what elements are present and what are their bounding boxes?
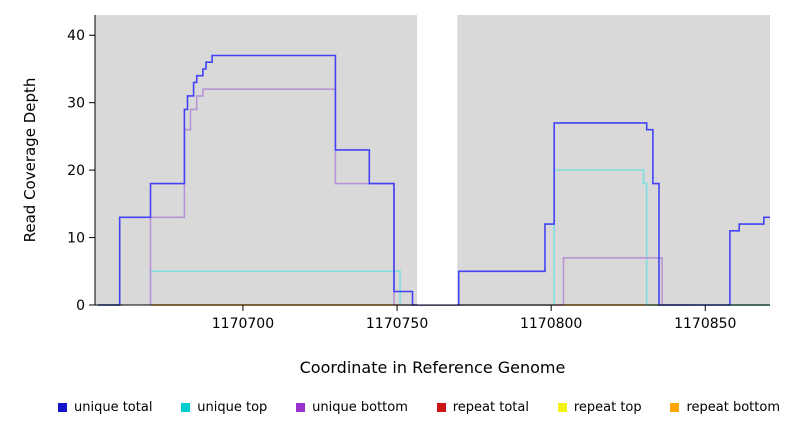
legend-item-unique-total: unique total — [58, 400, 152, 415]
legend-label: repeat bottom — [686, 400, 780, 415]
y-tick-label: 10 — [67, 231, 85, 247]
y-axis-title: Read Coverage Depth — [21, 77, 39, 243]
x-tick-label: 1170850 — [674, 316, 736, 332]
legend-label: repeat total — [452, 400, 529, 415]
x-tick-label: 1170750 — [366, 316, 428, 332]
series-unique-total — [98, 54, 770, 306]
legend-swatch-icon — [181, 403, 191, 412]
legend-item-unique-top: unique top — [181, 400, 267, 415]
legend-label: repeat top — [573, 400, 642, 415]
y-tick-label: 40 — [67, 28, 85, 44]
y-tick-label: 20 — [67, 163, 85, 179]
x-tick-label: 1170700 — [212, 316, 274, 332]
y-tick-label: 0 — [76, 298, 85, 314]
legend-label: unique total — [74, 400, 153, 415]
legend-swatch-icon — [436, 403, 446, 412]
legend-swatch-icon — [58, 403, 67, 412]
legend: unique total unique top unique bottom repea… — [0, 400, 792, 415]
legend-label: unique top — [197, 400, 268, 415]
legend-item-repeat-total: repeat total — [436, 400, 529, 415]
legend-swatch-icon — [557, 403, 567, 412]
legend-swatch-icon — [670, 403, 680, 412]
legend-swatch-icon — [296, 403, 306, 412]
y-tick-label: 30 — [67, 96, 85, 112]
legend-item-unique-bottom: unique bottom — [296, 400, 408, 415]
legend-label: unique bottom — [312, 400, 408, 415]
legend-item-repeat-top: repeat top — [557, 400, 642, 415]
coverage-chart: 1170700 1170750 1170800 1170850 0 10 20 30 40 — [67, 12, 770, 332]
no-data-gap — [417, 12, 458, 305]
x-tick-label: 1170800 — [520, 316, 582, 332]
legend-item-repeat-bottom: repeat bottom — [670, 400, 780, 415]
x-axis-title: Coordinate in Reference Genome — [299, 358, 566, 377]
